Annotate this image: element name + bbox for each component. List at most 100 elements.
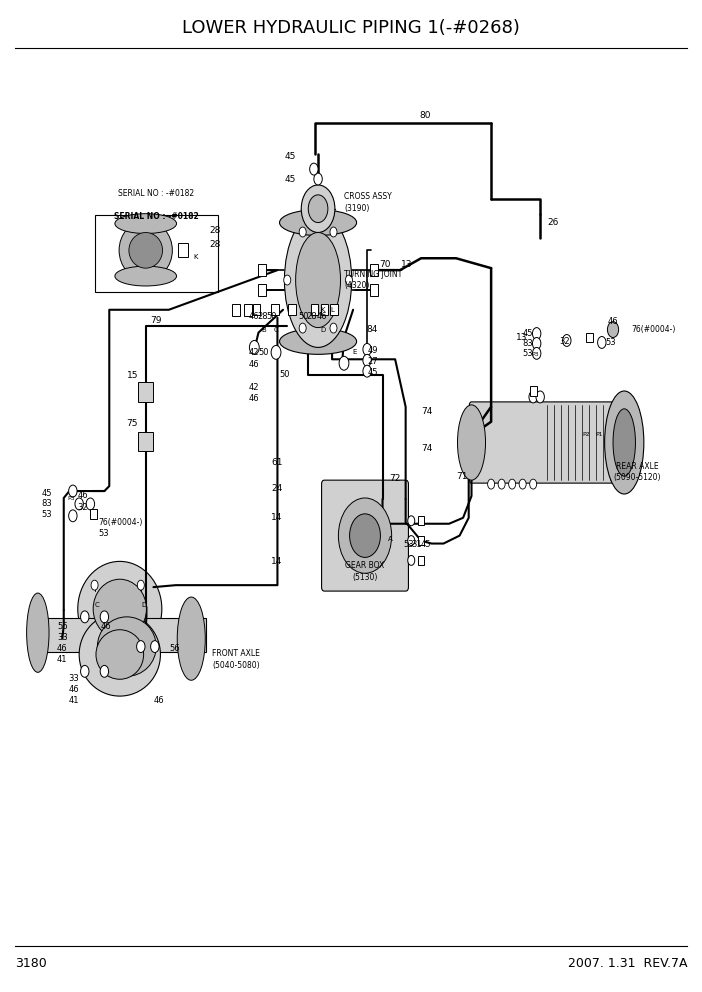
Text: 83: 83 [41,499,52,509]
Text: C: C [95,602,100,608]
Text: L: L [331,307,335,312]
Text: 80: 80 [420,111,431,120]
Circle shape [529,479,536,489]
Text: P3: P3 [67,496,74,502]
Bar [321,305,329,315]
Bar [232,304,240,315]
Bar [585,332,592,342]
Text: 46: 46 [249,360,260,369]
Text: K: K [321,307,325,312]
Text: 46: 46 [317,312,327,321]
Circle shape [284,275,291,285]
Text: D: D [320,326,326,332]
Bar [34,618,206,652]
Circle shape [81,666,89,678]
Text: 76(#0004-): 76(#0004-) [631,325,675,334]
Bar [289,305,296,315]
Circle shape [299,323,306,333]
Bar [258,284,266,296]
Ellipse shape [78,561,162,657]
Text: B: B [261,326,266,332]
Text: SERIAL NO : -#0182: SERIAL NO : -#0182 [114,212,199,221]
Text: 15: 15 [126,371,138,380]
Circle shape [299,227,306,237]
Bar [311,305,319,315]
Circle shape [519,479,526,489]
Circle shape [607,321,618,337]
Text: 33: 33 [57,633,67,642]
Bar [178,243,187,257]
Text: 42: 42 [249,383,260,392]
Text: 24: 24 [271,483,282,493]
Ellipse shape [98,617,157,677]
Circle shape [529,391,537,403]
Circle shape [339,356,349,370]
Text: (5130): (5130) [352,572,378,581]
Circle shape [69,485,77,497]
Circle shape [350,514,380,558]
Text: 46: 46 [154,695,164,704]
Circle shape [75,498,84,510]
Text: 46: 46 [68,684,79,693]
Ellipse shape [613,409,635,476]
Ellipse shape [115,213,176,233]
Text: 56: 56 [57,622,67,631]
Text: 74: 74 [421,408,432,417]
Text: 83: 83 [522,339,533,348]
Ellipse shape [177,597,205,681]
Circle shape [532,347,541,359]
Text: 74: 74 [421,444,432,453]
Circle shape [532,327,541,339]
Circle shape [597,336,606,348]
Text: 72: 72 [390,473,401,483]
Circle shape [345,275,352,285]
Circle shape [408,556,415,565]
Circle shape [562,334,571,346]
Text: 32: 32 [559,337,570,346]
Circle shape [91,580,98,590]
Text: 50: 50 [258,348,269,357]
Bar [138,382,154,402]
Text: 14: 14 [271,557,282,565]
Circle shape [509,479,516,489]
Text: P3: P3 [531,352,539,357]
Text: P2: P2 [582,433,590,437]
Text: 28: 28 [209,240,221,249]
Ellipse shape [458,405,486,480]
Text: 45: 45 [367,368,378,377]
Circle shape [100,611,109,623]
FancyBboxPatch shape [470,402,621,483]
Text: 46: 46 [249,395,260,404]
Text: 84: 84 [366,325,378,334]
Bar [418,556,424,564]
Circle shape [308,194,328,222]
Ellipse shape [279,209,357,235]
Text: 61: 61 [271,458,283,467]
Text: 27: 27 [367,357,378,366]
Bar [418,536,424,545]
Bar [418,516,424,525]
FancyBboxPatch shape [322,480,409,591]
Circle shape [310,163,318,175]
Ellipse shape [119,220,173,280]
Circle shape [532,337,541,349]
Text: A: A [388,536,392,542]
Bar [258,264,266,276]
Text: 50: 50 [279,370,290,379]
Bar [138,432,154,451]
Text: 42: 42 [249,348,260,357]
Bar [95,214,218,292]
Text: 53: 53 [606,338,616,347]
Circle shape [330,323,337,333]
Circle shape [81,611,89,623]
Bar [253,305,260,315]
Circle shape [151,641,159,653]
Bar [370,284,378,296]
Bar [331,305,338,315]
Bar [244,304,252,315]
Text: 46: 46 [249,312,260,321]
Circle shape [69,510,77,522]
Text: 71: 71 [456,471,468,481]
Text: (4320): (4320) [344,282,369,291]
Circle shape [363,354,371,366]
